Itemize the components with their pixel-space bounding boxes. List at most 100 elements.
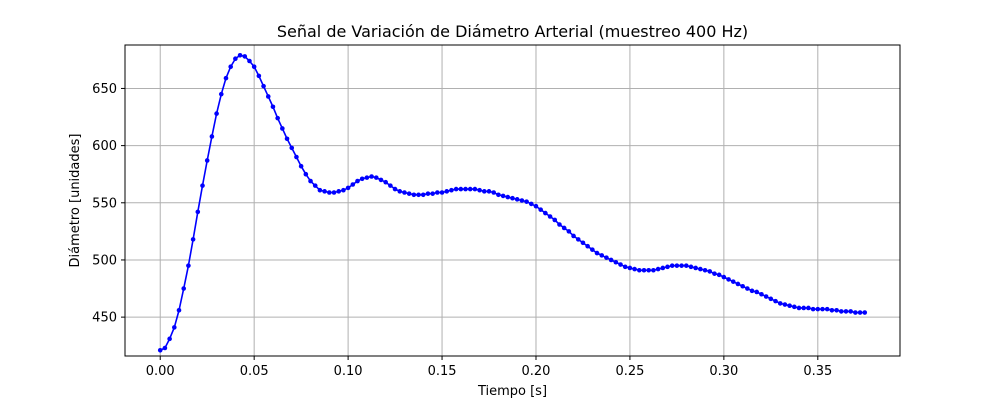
data-point xyxy=(444,189,450,194)
data-point xyxy=(519,198,525,203)
data-point xyxy=(702,267,708,273)
data-point xyxy=(622,264,628,270)
data-point xyxy=(242,54,248,59)
data-point xyxy=(496,192,501,198)
data-point xyxy=(679,263,684,268)
data-point xyxy=(627,265,633,271)
x-tick-label: 0.35 xyxy=(803,364,832,379)
data-point xyxy=(543,210,548,216)
x-tick-label: 0.20 xyxy=(522,364,551,379)
data-point xyxy=(317,187,323,193)
data-point xyxy=(745,286,750,291)
data-point xyxy=(735,281,741,287)
data-point xyxy=(792,304,797,310)
data-point xyxy=(651,267,656,273)
data-point xyxy=(787,303,792,308)
data-point xyxy=(251,64,257,70)
data-point xyxy=(425,191,431,196)
data-point xyxy=(327,190,332,195)
data-point xyxy=(829,307,835,313)
data-point xyxy=(853,310,858,315)
data-point xyxy=(303,171,309,177)
data-point xyxy=(350,182,356,187)
x-tick-label: 0.30 xyxy=(709,364,738,379)
data-point xyxy=(223,75,229,81)
data-point xyxy=(167,336,172,342)
data-point xyxy=(571,233,576,239)
data-point xyxy=(763,294,769,299)
data-point xyxy=(759,291,764,297)
data-point xyxy=(824,306,830,312)
data-point xyxy=(378,177,384,183)
data-point xyxy=(472,186,478,192)
data-point xyxy=(862,310,868,315)
data-point xyxy=(721,274,727,280)
data-point xyxy=(181,286,187,291)
data-point xyxy=(599,253,605,258)
data-point xyxy=(688,264,694,270)
data-point xyxy=(449,187,454,193)
data-point xyxy=(341,187,346,193)
data-point xyxy=(716,272,722,278)
data-point xyxy=(594,250,600,256)
data-point xyxy=(693,265,698,271)
data-point xyxy=(397,189,403,194)
data-point xyxy=(674,263,680,268)
data-point xyxy=(660,265,666,271)
data-point xyxy=(632,266,637,272)
y-axis-label: Diámetro [unidades] xyxy=(68,134,83,268)
data-point xyxy=(416,192,421,198)
data-point xyxy=(176,307,182,313)
data-point xyxy=(247,58,252,64)
data-point xyxy=(557,222,562,227)
data-point xyxy=(806,305,811,311)
y-tick-label: 600 xyxy=(92,139,117,154)
data-point xyxy=(195,209,201,215)
data-point xyxy=(528,201,534,207)
data-point xyxy=(533,203,539,209)
data-point xyxy=(491,190,497,195)
y-tick-label: 550 xyxy=(92,196,117,211)
data-point xyxy=(388,183,393,188)
data-point xyxy=(505,194,511,200)
data-point xyxy=(359,176,365,182)
data-point xyxy=(618,262,623,267)
plot-frame xyxy=(124,44,901,357)
data-point xyxy=(430,191,435,196)
data-point xyxy=(411,192,417,198)
data-point xyxy=(458,186,464,192)
data-point xyxy=(843,309,849,314)
data-point xyxy=(392,186,398,192)
data-point xyxy=(669,263,675,268)
data-point xyxy=(186,263,191,268)
data-point xyxy=(200,183,205,188)
data-point xyxy=(453,186,459,192)
data-point xyxy=(782,302,788,307)
data-point xyxy=(604,255,609,260)
data-point xyxy=(524,199,529,204)
data-point xyxy=(406,191,412,196)
data-point xyxy=(707,269,713,274)
data-point xyxy=(190,237,196,242)
data-point xyxy=(298,163,304,169)
x-axis-label: Tiempo [s] xyxy=(477,384,547,399)
data-point xyxy=(383,179,388,185)
data-point xyxy=(331,190,337,195)
data-point xyxy=(547,214,553,219)
data-point xyxy=(580,240,586,246)
data-point xyxy=(275,115,280,121)
data-point xyxy=(439,190,445,195)
data-point xyxy=(838,309,844,314)
data-point xyxy=(749,288,755,294)
grid xyxy=(125,45,900,356)
data-point xyxy=(834,307,839,313)
data-point xyxy=(256,73,262,79)
data-point xyxy=(637,267,642,273)
data-point xyxy=(162,345,168,351)
x-tick-label: 0.10 xyxy=(334,364,363,379)
data-point xyxy=(608,257,614,263)
y-tick-label: 650 xyxy=(92,82,117,97)
data-point xyxy=(402,190,407,195)
